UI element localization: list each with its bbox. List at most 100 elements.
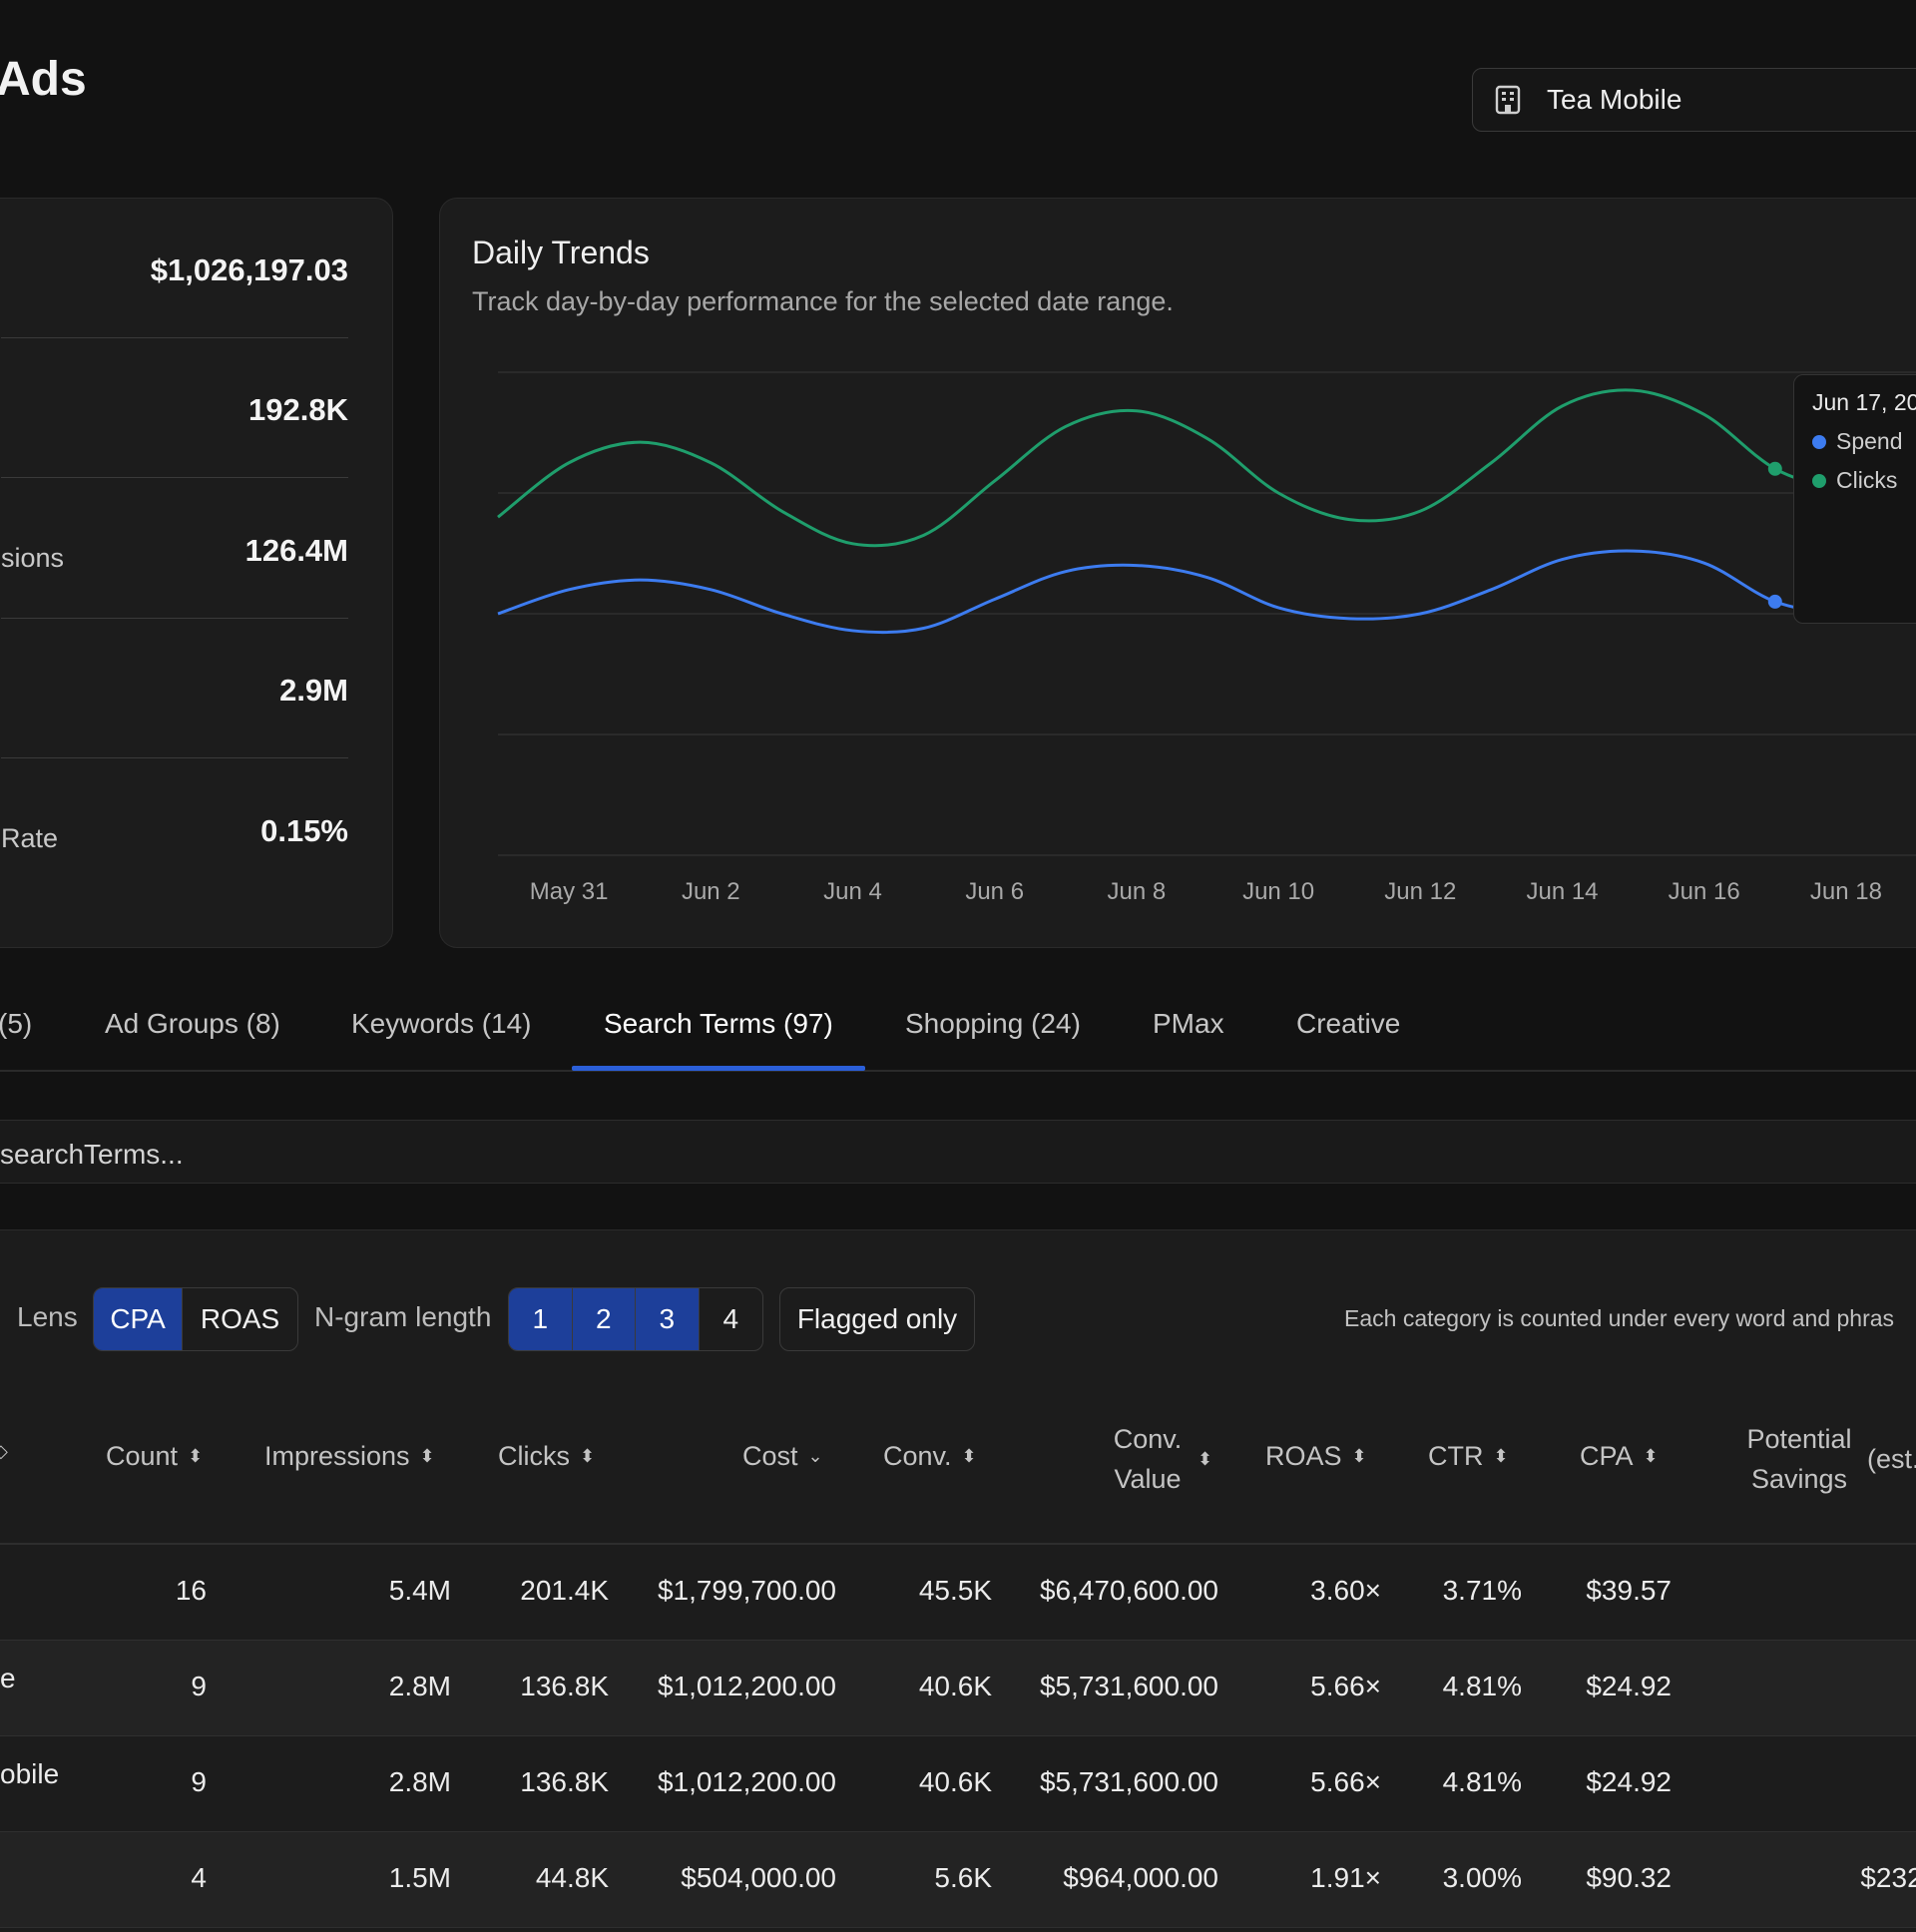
cell-conv: 5.6K [934, 1862, 992, 1893]
ngram-1-button[interactable]: 1 [509, 1288, 573, 1350]
sort-icon: ⬍ [1351, 1446, 1367, 1466]
cell-cost: $1,012,200.00 [657, 1671, 836, 1701]
building-icon [1495, 85, 1521, 115]
column-label: Impressions [264, 1441, 410, 1471]
column-header-cpa[interactable]: CPA ⬍ [1580, 1441, 1659, 1472]
ngram-2-button[interactable]: 2 [572, 1288, 636, 1350]
kpi-row: $1,026,197.03 [1, 199, 348, 338]
kpi-label: sions [1, 543, 65, 573]
x-tick-label: Jun 8 [1108, 878, 1167, 905]
column-header-roas[interactable]: ROAS ⬍ [1265, 1441, 1367, 1472]
sort-icon: ⬍ [1643, 1446, 1659, 1466]
column-header-count[interactable]: Count ⬍ [106, 1441, 203, 1472]
ngram-4-button[interactable]: 4 [722, 1303, 739, 1334]
trends-title: Daily Trends [472, 235, 650, 270]
x-tick-label: May 31 [530, 878, 609, 905]
cell-conv-value: $5,731,600.00 [1039, 1766, 1218, 1797]
tab-shopping[interactable]: Shopping (24) [905, 1008, 1081, 1039]
cell-clicks: 201.4K [520, 1575, 609, 1606]
column-header-conv[interactable]: Conv. ⬍ [883, 1441, 977, 1472]
column-header-potential-savings[interactable]: Potential Savings (est. [1741, 1419, 1916, 1499]
column-label: Conv. Value [1113, 1424, 1183, 1494]
tab-creative[interactable]: Creative [1296, 1008, 1401, 1039]
cell-roas: 1.91× [1310, 1862, 1381, 1893]
column-header-conv-value[interactable]: Conv. Value ⬍ [1108, 1419, 1212, 1499]
cell-impressions: 1.5M [388, 1862, 451, 1893]
cell-term: obile [0, 1758, 60, 1789]
cell-count: 16 [175, 1575, 207, 1606]
column-label: Count [106, 1441, 179, 1471]
column-label: Cost [742, 1441, 798, 1471]
cell-conv-value: $964,000.00 [1063, 1862, 1218, 1893]
series-line-clicks [497, 388, 1847, 548]
tab-keywords[interactable]: Keywords (14) [351, 1008, 532, 1039]
search-input[interactable]: searchTerms... [0, 1120, 1916, 1184]
x-tick-label: Jun 14 [1526, 878, 1598, 905]
column-header-ctr[interactable]: CTR ⬍ [1428, 1441, 1509, 1472]
kpi-value: 0.15% [260, 813, 348, 848]
x-tick-label: Jun 16 [1669, 878, 1740, 905]
cell-impressions: 5.4M [388, 1575, 451, 1606]
tab-campaigns[interactable]: (5) [0, 1008, 33, 1039]
daily-trends-card: Daily Trends Track day-by-day performanc… [439, 198, 1916, 948]
tab-pmax[interactable]: PMax [1153, 1008, 1224, 1039]
column-label: ROAS [1265, 1441, 1342, 1471]
daily-trends-chart[interactable]: May 31 Jun 2 Jun 4 Jun 6 Jun 8 Jun 10 Jun 12 Ju… [440, 199, 1916, 948]
cell-count: 9 [191, 1766, 207, 1797]
cell-cpa: $24.92 [1586, 1671, 1672, 1701]
cell-cpa: $39.57 [1586, 1575, 1672, 1606]
ngram-length-label: N-gram length [314, 1301, 492, 1332]
tooltip-spend-row: Spend [1812, 428, 1916, 455]
kpi-row: Rate 0.15% [1, 759, 348, 899]
kpi-row: 192.8K [1, 338, 348, 478]
x-tick-label: Jun 6 [965, 878, 1024, 905]
lens-cpa-button[interactable]: CPA [94, 1288, 184, 1350]
kpi-row: 2.9M [1, 619, 348, 758]
kpi-row: sions 126.4M [1, 479, 348, 619]
account-selector[interactable]: Tea Mobile [1472, 68, 1916, 132]
kpi-value: 192.8K [248, 392, 348, 427]
x-tick-label: Jun 12 [1384, 878, 1456, 905]
kpi-value: 126.4M [244, 533, 348, 568]
series-line-spend [497, 549, 1847, 635]
cell-clicks: 44.8K [535, 1862, 609, 1893]
table-row[interactable]: e 9 2.8M 136.8K $1,012,200.00 40.6K $5,731,600… [0, 1641, 1916, 1736]
x-tick-label: Jun 4 [823, 878, 882, 905]
sort-icon: ◇ [0, 1441, 8, 1461]
page-title: Ads [0, 53, 87, 106]
cell-conv-value: $5,731,600.00 [1039, 1671, 1218, 1701]
chart-tooltip: Jun 17, 20 Spend Clicks [1793, 374, 1916, 624]
trends-subtitle: Track day-by-day performance for the sel… [472, 286, 1174, 316]
cell-cpa: $90.32 [1586, 1862, 1672, 1893]
x-tick-label: Jun 2 [682, 878, 740, 905]
term-column-sort[interactable]: ◇ [0, 1441, 8, 1462]
column-label: Conv. [883, 1441, 952, 1471]
column-header-cost[interactable]: Cost ⌄ [742, 1441, 823, 1472]
tooltip-spend-label: Spend [1836, 428, 1903, 454]
table-row[interactable]: 4 1.5M 44.8K $504,000.00 5.6K $964,000.00 1.91… [0, 1832, 1916, 1928]
kpi-card: $1,026,197.03 192.8K sions 126.4M 2.9M R… [0, 198, 393, 948]
column-header-impressions[interactable]: Impressions ⬍ [264, 1441, 435, 1472]
lens-toggle: CPA ROAS [93, 1287, 298, 1351]
account-name: Tea Mobile [1547, 84, 1682, 115]
tab-search-terms[interactable]: Search Terms (97) [604, 1008, 833, 1039]
hover-point-spend [1767, 594, 1782, 609]
ngram-3-button[interactable]: 3 [636, 1288, 700, 1350]
table-header-divider [0, 1543, 1916, 1545]
table-row[interactable]: 16 5.4M 201.4K $1,799,700.00 45.5K $6,470,600… [0, 1545, 1916, 1641]
tab-ad-groups[interactable]: Ad Groups (8) [105, 1008, 280, 1039]
table-row[interactable]: obile 9 2.8M 136.8K $1,012,200.00 40.6K $5,731… [0, 1736, 1916, 1832]
x-tick-label: Jun 10 [1242, 878, 1314, 905]
column-header-clicks[interactable]: Clicks ⬍ [498, 1441, 595, 1472]
cell-roas: 5.66× [1310, 1766, 1381, 1797]
flagged-only-button[interactable]: Flagged only [779, 1287, 975, 1351]
sort-icon: ⬍ [1198, 1448, 1213, 1469]
kpi-label: Rate [1, 823, 59, 853]
kpi-value: 2.9M [279, 673, 348, 708]
cell-count: 9 [191, 1671, 207, 1701]
tooltip-clicks-label: Clicks [1836, 467, 1898, 493]
cell-cpa: $24.92 [1586, 1766, 1672, 1797]
cell-impressions: 2.8M [388, 1671, 451, 1701]
lens-roas-button[interactable]: ROAS [200, 1303, 280, 1334]
kpi-value: $1,026,197.03 [150, 252, 348, 287]
